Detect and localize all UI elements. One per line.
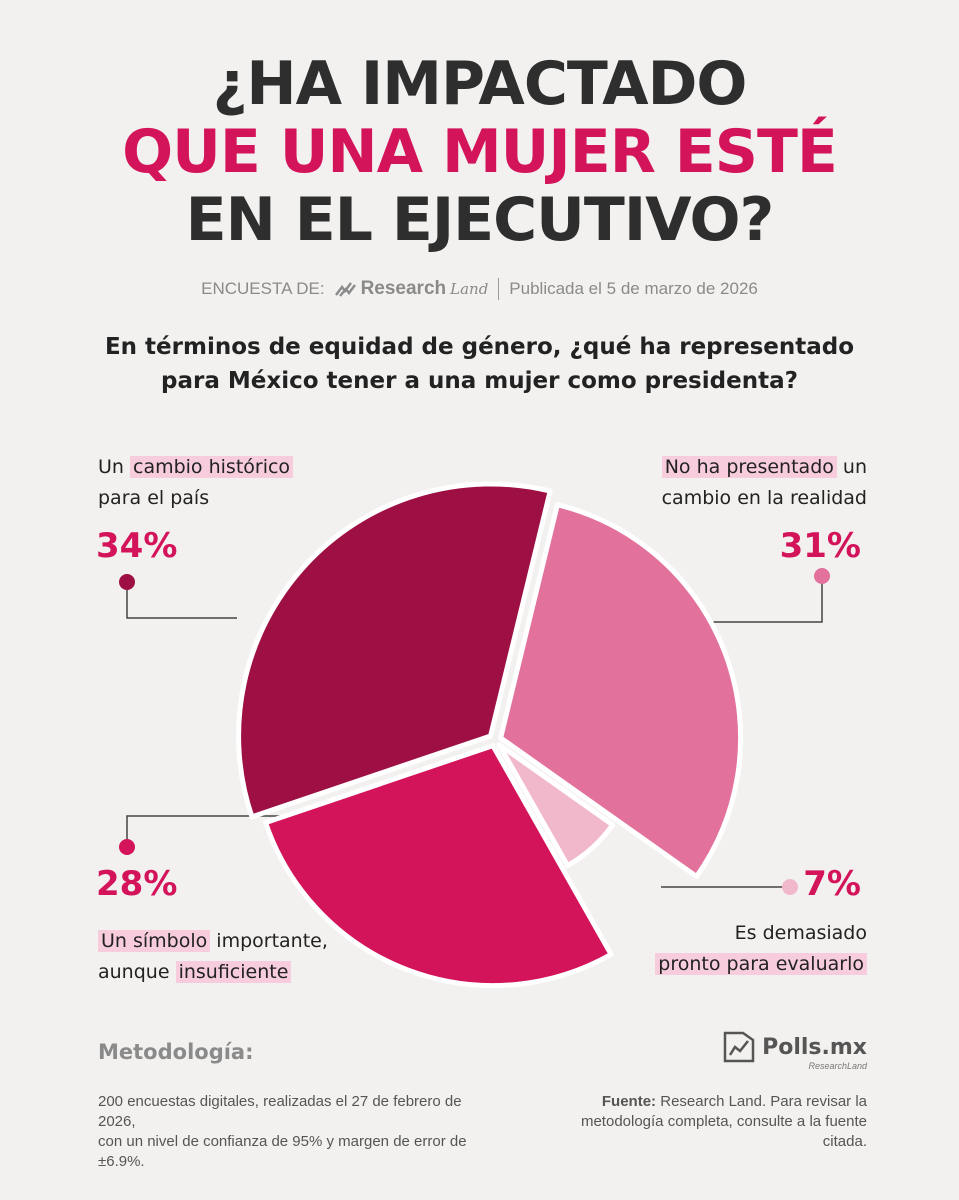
connector-historic	[126, 582, 237, 619]
published-date: Publicada el 5 de marzo de 2026	[509, 279, 758, 298]
byline: ENCUESTA DE: Research Land Publicada el …	[0, 278, 959, 300]
brand-script: Land	[450, 280, 489, 298]
pollsmx-sub: ResearchLand	[808, 1061, 867, 1071]
label-historic-pre: Un	[98, 456, 130, 478]
byline-prefix: ENCUESTA DE:	[201, 279, 325, 298]
label-symbol-highlight-2: insuficiente	[175, 961, 292, 983]
connector-lines	[119, 568, 830, 895]
label-historic-line2: para el país	[98, 487, 210, 509]
question-line-2: para México tener a una mujer como presi…	[161, 368, 798, 394]
label-symbol-mid: importante,	[210, 930, 328, 952]
methodology-line-2: con un nivel de confianza de 95% y marge…	[98, 1133, 467, 1170]
source-label: Fuente:	[601, 1093, 657, 1110]
pct-nochange: 31%	[779, 526, 861, 566]
connector-nochange	[708, 576, 823, 623]
researchland-chevron-icon	[334, 282, 356, 297]
question-line-1: En términos de equidad de género, ¿qué h…	[104, 334, 855, 360]
pie-slices	[236, 481, 744, 989]
title-line-2: QUE UNA MUJER ESTÉ	[122, 117, 838, 187]
pct-historic: 34%	[96, 526, 178, 566]
title-line-3: EN EL EJECUTIVO?	[185, 185, 775, 255]
pollsmx-logo: Polls.mx	[722, 1030, 867, 1064]
marker-symbol	[119, 839, 135, 855]
source-note: Fuente: Research Land. Para revisar la m…	[537, 1092, 867, 1152]
label-early: Es demasiado pronto para evaluarlo	[655, 918, 867, 980]
byline-divider	[498, 278, 500, 300]
marker-historic	[119, 574, 135, 590]
label-nochange-line2: cambio en la realidad	[661, 487, 867, 509]
connector-symbol	[126, 815, 285, 847]
source-line-2: metodología completa, consulte a la fuen…	[580, 1113, 867, 1150]
brand-main: Research	[360, 278, 447, 299]
researchland-logo: Research Land	[334, 278, 489, 300]
methodology-line-1: 200 encuestas digitales, realizadas el 2…	[98, 1093, 462, 1130]
label-historic: Un cambio histórico para el país	[98, 452, 294, 514]
title-line-1: ¿HA IMPACTADO	[212, 49, 748, 119]
label-nochange-post: un	[836, 456, 867, 478]
label-symbol-highlight-1: Un símbolo	[98, 930, 211, 952]
label-early-line1: Es demasiado	[734, 922, 867, 944]
pct-symbol: 28%	[96, 864, 178, 904]
label-symbol-pre2: aunque	[98, 961, 176, 983]
label-historic-highlight: cambio histórico	[130, 456, 294, 478]
marker-early	[782, 879, 798, 895]
source-line-1: Research Land. Para revisar la	[656, 1093, 867, 1110]
slice-early	[496, 741, 616, 869]
marker-nochange	[814, 568, 830, 584]
pollsmx-name: Polls.mx	[762, 1034, 867, 1060]
methodology-text: 200 encuestas digitales, realizadas el 2…	[98, 1092, 498, 1172]
label-symbol: Un símbolo importante, aunque insuficien…	[98, 926, 328, 988]
slice-historic	[236, 481, 553, 820]
slice-nochange	[498, 502, 744, 880]
pollsmx-chart-icon	[723, 1031, 755, 1063]
label-nochange: No ha presentado un cambio en la realida…	[662, 452, 867, 514]
pct-early: 7%	[803, 864, 861, 904]
label-nochange-highlight: No ha presentado	[661, 456, 837, 478]
survey-question: En términos de equidad de género, ¿qué h…	[0, 330, 959, 398]
methodology-title: Metodología:	[98, 1040, 254, 1064]
slice-symbol	[263, 743, 614, 989]
label-early-highlight: pronto para evaluarlo	[655, 953, 867, 975]
